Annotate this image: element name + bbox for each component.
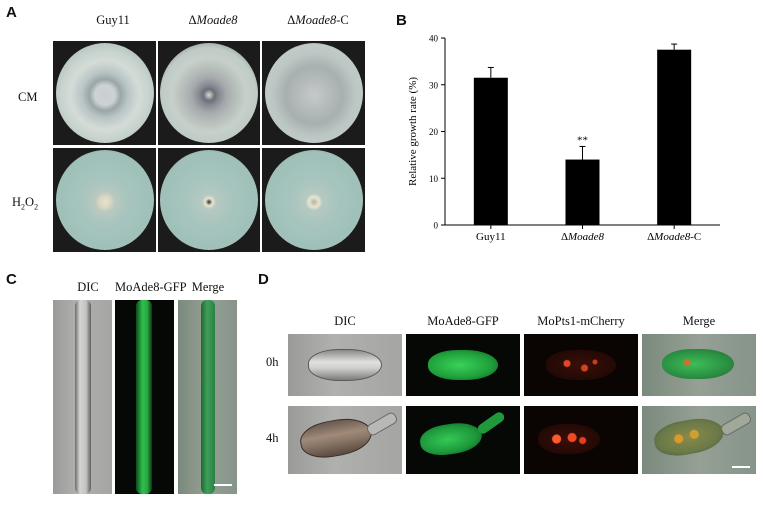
hypha-image xyxy=(75,300,91,494)
panel-d-4h-merge-image xyxy=(642,406,756,474)
column-name: Moade8 xyxy=(196,13,238,27)
x-tick-label: Guy11 xyxy=(476,231,506,243)
panel-c-dic-image xyxy=(53,300,112,494)
bar xyxy=(565,159,600,225)
plate-column-label-moade8: ΔMoade8 xyxy=(178,13,248,28)
petri-dish-image xyxy=(160,150,258,250)
plate-cell-h2o2-guy11 xyxy=(53,148,156,252)
panel-d-col-gfp: MoAde8-GFP xyxy=(427,314,499,328)
spore-image xyxy=(546,350,616,380)
plate-column-label-guy11: Guy11 xyxy=(88,13,138,28)
panel-d-col-dic: DIC xyxy=(334,314,356,328)
panel-c-col-merge: Merge xyxy=(191,280,225,294)
column-prefix: Δ xyxy=(287,13,296,27)
petri-dish-image xyxy=(56,150,154,250)
y-axis-label: Relative growth rate (%) xyxy=(407,77,419,186)
panel-c-gfp-image xyxy=(115,300,174,494)
row-label-cm: CM xyxy=(18,90,38,104)
row-label-h2o2: H2O2 xyxy=(12,195,38,212)
panel-a-label: A xyxy=(6,4,17,21)
bar xyxy=(657,49,692,225)
panel-d-label: D xyxy=(258,271,269,288)
bar xyxy=(473,77,508,225)
growth-rate-bar-chart: 0 10 20 30 40 Relative growth rate (%) Guy11 **… xyxy=(407,34,720,243)
spore-image xyxy=(308,349,382,381)
panel-d-0h-mcherry-image xyxy=(524,334,638,396)
spore-image xyxy=(538,424,600,454)
grid-divider xyxy=(53,145,365,148)
grid-divider xyxy=(156,41,158,252)
significance-label: ** xyxy=(577,134,588,146)
spore-image xyxy=(651,414,727,460)
panel-c-label: C xyxy=(6,271,17,288)
y-tick-label: 20 xyxy=(429,127,439,137)
column-name: Moade8 xyxy=(295,13,337,27)
row-sub-text: 2 xyxy=(21,202,26,212)
y-tick-label: 30 xyxy=(429,80,439,90)
hypha-image xyxy=(201,300,215,494)
panel-c-col-gfp: MoAde8-GFP xyxy=(115,280,187,294)
hypha-image xyxy=(136,300,152,494)
spore-image xyxy=(662,349,734,379)
plate-cell-cm-moade8 xyxy=(158,41,260,145)
plate-grid xyxy=(53,41,365,252)
column-name: Guy11 xyxy=(96,13,130,27)
panel-d-4h-gfp-image xyxy=(406,406,520,474)
plate-column-label-moade8-c: ΔMoade8-C xyxy=(276,13,360,28)
panel-d-0h-dic-image xyxy=(288,334,402,396)
scale-bar xyxy=(214,484,232,486)
germ-tube-image xyxy=(475,410,507,436)
plate-cell-h2o2-moade8-c xyxy=(262,148,365,252)
panel-d-4h-dic-image xyxy=(288,406,402,474)
petri-dish-image xyxy=(265,150,363,250)
row-sub-text-2: 2 xyxy=(34,202,39,212)
spore-image xyxy=(297,414,375,462)
petri-dish-image xyxy=(56,43,154,143)
panel-d-row-4h: 4h xyxy=(266,431,279,445)
panel-c-merge-image xyxy=(178,300,237,494)
panel-d-col-merge: Merge xyxy=(682,314,716,328)
panel-d-0h-gfp-image xyxy=(406,334,520,396)
panel-d-0h-merge-image xyxy=(642,334,756,396)
grid-divider xyxy=(260,41,262,252)
y-tick-label: 10 xyxy=(429,174,439,184)
panel-d-4h-mcherry-image xyxy=(524,406,638,474)
y-tick-label: 0 xyxy=(434,221,439,231)
petri-dish-image xyxy=(265,43,363,143)
panel-d-col-mcherry: MoPts1-mCherry xyxy=(537,314,625,328)
plate-cell-cm-moade8-c xyxy=(262,41,365,145)
row-o-text: O xyxy=(25,195,35,209)
germ-tube-image xyxy=(719,410,753,438)
scale-bar xyxy=(732,466,750,468)
spore-image xyxy=(428,350,498,380)
x-tick-label: ΔMoade8-C xyxy=(647,231,701,243)
row-h-text: H xyxy=(12,195,22,209)
y-tick-label: 40 xyxy=(429,34,439,44)
column-suffix: -C xyxy=(336,13,349,27)
x-tick-label: ΔMoade8 xyxy=(561,231,605,243)
panel-d-row-0h: 0h xyxy=(266,355,279,369)
panel-b-label: B xyxy=(396,12,407,29)
panel-c-col-dic: DIC xyxy=(77,280,99,294)
germ-tube-image xyxy=(365,410,399,438)
column-prefix: Δ xyxy=(188,13,197,27)
plate-cell-cm-guy11 xyxy=(53,41,156,145)
plate-cell-h2o2-moade8 xyxy=(158,148,260,252)
spore-image xyxy=(418,419,484,459)
petri-dish-image xyxy=(160,43,258,143)
